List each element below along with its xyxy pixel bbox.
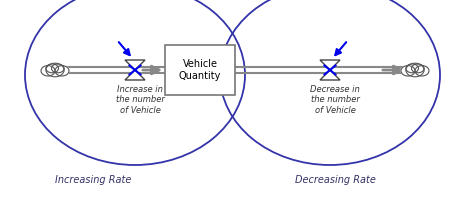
FancyBboxPatch shape: [165, 45, 235, 95]
Ellipse shape: [406, 63, 424, 77]
Polygon shape: [320, 60, 340, 70]
Ellipse shape: [406, 64, 419, 73]
Ellipse shape: [411, 64, 424, 73]
Text: Increasing Rate: Increasing Rate: [55, 175, 131, 185]
Text: Increase in
the number
of Vehicle: Increase in the number of Vehicle: [116, 85, 164, 115]
Ellipse shape: [46, 63, 64, 77]
Ellipse shape: [46, 64, 58, 73]
Ellipse shape: [41, 66, 55, 76]
Text: Vehicle
Quantity: Vehicle Quantity: [179, 59, 221, 81]
Text: Decrease in
the number
of Vehicle: Decrease in the number of Vehicle: [310, 85, 360, 115]
Polygon shape: [125, 60, 145, 70]
Polygon shape: [320, 70, 340, 80]
Ellipse shape: [415, 66, 429, 76]
Ellipse shape: [55, 66, 69, 76]
Ellipse shape: [401, 66, 415, 76]
Ellipse shape: [52, 64, 64, 73]
Text: Decreasing Rate: Decreasing Rate: [295, 175, 376, 185]
Polygon shape: [125, 70, 145, 80]
